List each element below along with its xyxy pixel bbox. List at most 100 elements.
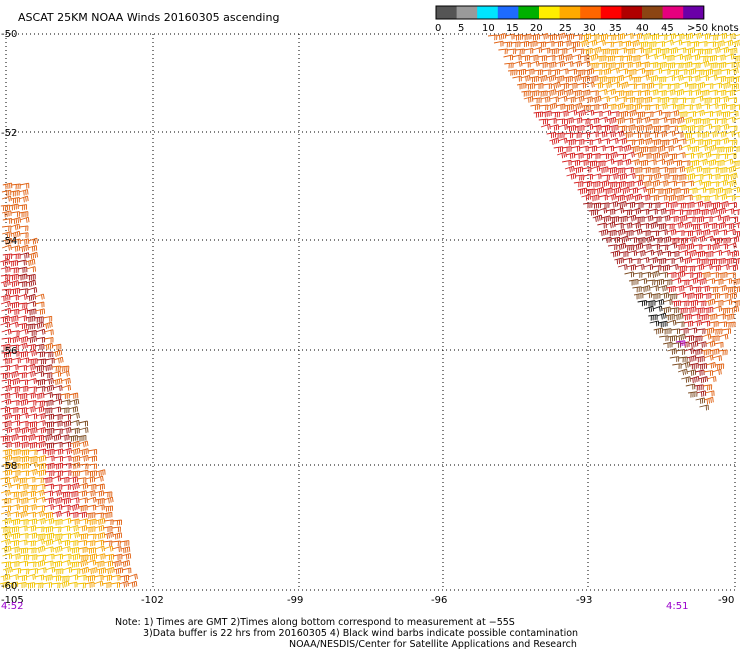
wind-barb bbox=[675, 180, 686, 187]
wind-barb bbox=[17, 266, 28, 273]
wind-barb bbox=[675, 349, 686, 355]
wind-barb bbox=[11, 463, 21, 470]
wind-barb bbox=[574, 138, 585, 146]
wind-barb bbox=[676, 138, 687, 145]
wind-barb bbox=[693, 200, 704, 208]
wind-barb bbox=[676, 47, 687, 54]
colorbar-bin bbox=[559, 6, 581, 19]
wind-barb bbox=[667, 293, 678, 300]
wind-barb bbox=[547, 118, 557, 124]
wind-barb bbox=[722, 187, 732, 195]
wind-barb bbox=[17, 342, 28, 350]
wind-barb bbox=[590, 180, 601, 188]
wind-barb bbox=[62, 447, 72, 455]
wind-barb bbox=[708, 103, 719, 110]
wind-barb bbox=[573, 181, 584, 188]
wind-barb bbox=[632, 33, 643, 40]
wind-barb bbox=[718, 179, 729, 187]
wind-barb bbox=[27, 504, 37, 511]
wind-barb bbox=[666, 271, 677, 279]
wind-barb bbox=[656, 53, 667, 60]
wind-barb bbox=[17, 273, 28, 281]
wind-barb bbox=[663, 39, 674, 46]
wind-barb bbox=[36, 567, 47, 574]
wind-barb bbox=[18, 412, 29, 419]
wind-barb bbox=[103, 545, 114, 552]
wind-barb bbox=[722, 299, 733, 306]
wind-barb bbox=[700, 285, 710, 292]
wind-barb bbox=[629, 39, 640, 48]
wind-barb bbox=[2, 426, 13, 434]
wind-barb bbox=[703, 68, 713, 76]
wind-barb bbox=[682, 209, 692, 216]
wind-barb bbox=[658, 320, 668, 328]
wind-barb bbox=[498, 48, 508, 55]
wind-barb bbox=[675, 230, 685, 237]
wind-barb bbox=[726, 228, 736, 235]
wind-barb bbox=[78, 440, 89, 448]
wind-barb bbox=[607, 166, 617, 174]
wind-barb bbox=[635, 216, 645, 223]
wind-barb bbox=[110, 582, 120, 588]
wind-barb bbox=[613, 145, 623, 152]
wind-barb bbox=[678, 237, 689, 244]
wind-barb bbox=[644, 235, 655, 243]
wind-barb bbox=[60, 559, 71, 566]
wind-barb bbox=[675, 340, 686, 347]
wind-barb bbox=[651, 172, 662, 180]
wind-barb bbox=[602, 236, 612, 244]
wind-barb bbox=[19, 238, 30, 245]
wind-barb bbox=[697, 363, 708, 370]
wind-barb bbox=[733, 76, 740, 83]
wind-barb bbox=[574, 174, 585, 181]
wind-barb bbox=[60, 525, 71, 532]
wind-barb bbox=[579, 145, 589, 152]
wind-barb bbox=[699, 313, 709, 321]
wind-barb bbox=[643, 215, 654, 222]
wind-barb bbox=[597, 222, 607, 229]
wind-barb bbox=[601, 68, 612, 76]
wind-barb bbox=[651, 125, 661, 132]
wind-barb bbox=[701, 333, 712, 340]
wind-barb bbox=[556, 151, 567, 159]
wind-barb bbox=[721, 237, 731, 244]
wind-barb bbox=[18, 379, 29, 386]
wind-barb bbox=[624, 167, 634, 173]
wind-barb bbox=[102, 491, 113, 498]
wind-barb bbox=[658, 166, 668, 173]
wind-barb bbox=[588, 53, 599, 61]
wind-barb bbox=[18, 547, 29, 554]
wind-barb bbox=[618, 251, 629, 258]
wind-barb bbox=[640, 104, 651, 111]
wind-barb bbox=[26, 300, 37, 307]
wind-barb bbox=[11, 448, 21, 456]
wind-barb bbox=[658, 271, 668, 278]
wind-barb bbox=[612, 40, 623, 47]
wind-barb bbox=[572, 132, 582, 139]
wind-barb bbox=[694, 216, 705, 223]
wind-barb bbox=[573, 166, 583, 174]
wind-barb bbox=[710, 125, 721, 132]
wind-barb bbox=[703, 370, 713, 376]
wind-barb bbox=[591, 202, 602, 209]
colorbar-bin bbox=[683, 6, 705, 19]
wind-barb bbox=[28, 449, 38, 456]
wind-barb bbox=[43, 490, 53, 497]
wind-barb bbox=[53, 420, 63, 427]
wind-barb bbox=[2, 218, 13, 224]
wind-barb bbox=[691, 62, 701, 69]
wind-barb bbox=[545, 55, 556, 61]
wind-barb bbox=[623, 193, 634, 201]
wind-barb bbox=[642, 202, 653, 209]
wind-barb bbox=[693, 95, 704, 102]
wind-barb bbox=[691, 89, 701, 96]
wind-barb bbox=[709, 242, 720, 251]
wind-barb bbox=[43, 342, 54, 351]
wind-barb bbox=[61, 384, 72, 391]
wind-barb bbox=[684, 335, 694, 342]
wind-barb bbox=[8, 364, 19, 371]
wind-barb bbox=[609, 216, 620, 223]
wind-barb bbox=[616, 242, 627, 250]
wind-barb bbox=[504, 62, 514, 69]
wind-barb bbox=[121, 553, 132, 560]
